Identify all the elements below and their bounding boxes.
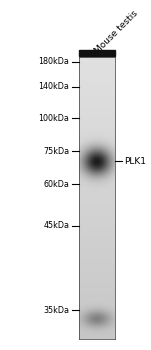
Text: 75kDa: 75kDa xyxy=(43,147,69,156)
Text: 45kDa: 45kDa xyxy=(43,222,69,230)
Bar xyxy=(79,50,115,56)
Text: 180kDa: 180kDa xyxy=(38,57,69,66)
Text: 60kDa: 60kDa xyxy=(43,180,69,189)
Text: PLK1: PLK1 xyxy=(124,157,146,166)
Text: 140kDa: 140kDa xyxy=(38,82,69,91)
Text: 35kDa: 35kDa xyxy=(43,306,69,315)
Text: Mouse testis: Mouse testis xyxy=(93,8,140,55)
Text: 100kDa: 100kDa xyxy=(38,114,69,122)
